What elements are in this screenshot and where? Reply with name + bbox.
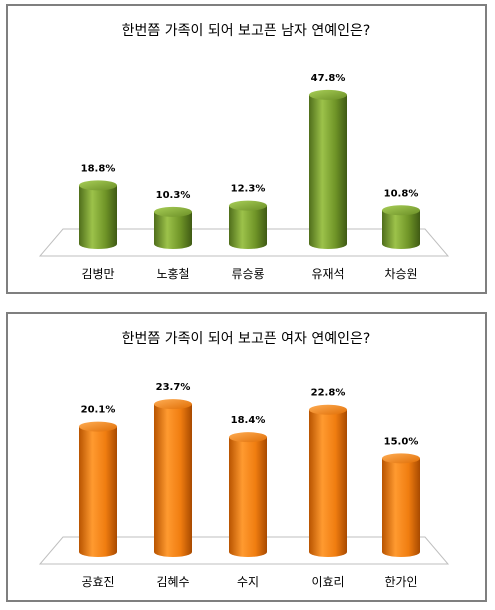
bar	[79, 180, 117, 249]
female-chart: 한번쯤 가족이 되어 보고픈 여자 연예인은? 20.1%23.7%18.4%2…	[38, 331, 450, 589]
bar	[309, 404, 347, 557]
category-label: 공효진	[81, 575, 114, 589]
bar	[229, 200, 267, 249]
bars: 18.8% 10.3% 12.3% 47.8% 10.8%	[79, 73, 420, 249]
data-label: 10.8%	[384, 188, 419, 199]
chart-floor	[38, 536, 450, 565]
data-label: 18.8%	[81, 163, 116, 174]
category-label: 수지	[237, 575, 259, 589]
female-chart-panel: 한번쯤 가족이 되어 보고픈 여자 연예인은? 20.1% 23.7% 18.4% 2…	[6, 312, 487, 602]
data-label: 10.3%	[156, 190, 191, 201]
category-label: 한가인	[384, 575, 417, 589]
chart-title: 한번쯤 가족이 되어 보고픈 여자 연예인은?	[122, 331, 371, 347]
category-label: 차승원	[384, 267, 417, 281]
category-label: 김병만	[81, 267, 114, 281]
bar	[154, 399, 192, 557]
bar	[79, 421, 117, 557]
category-label: 김혜수	[156, 575, 189, 589]
chart-floor	[38, 228, 450, 257]
data-label: 23.7%	[156, 382, 191, 393]
category-label: 노홍철	[156, 267, 189, 281]
category-label: 이효리	[311, 575, 344, 589]
category-axis: 공효진 김혜수 수지 이효리 한가인	[81, 575, 417, 589]
bars: 20.1% 23.7% 18.4% 22.8% 15.0%	[79, 382, 420, 557]
bar	[154, 206, 192, 249]
category-label: 류승룡	[231, 267, 264, 281]
chart-title: 한번쯤 가족이 되어 보고픈 남자 연예인은?	[122, 23, 371, 39]
data-label: 22.8%	[311, 388, 346, 399]
bar	[229, 432, 267, 557]
data-label: 12.3%	[231, 184, 266, 195]
data-label: 47.8%	[311, 73, 346, 84]
data-label: 20.1%	[81, 405, 116, 416]
bar	[382, 205, 420, 249]
male-chart: 한번쯤 가족이 되어 보고픈 남자 연예인은? 18.8% 10.3% 12.3% 4…	[38, 23, 450, 281]
bar	[382, 453, 420, 557]
bar	[309, 89, 347, 249]
male-chart-panel: 한번쯤 가족이 되어 보고픈 남자 연예인은? 18.8% 10.3% 12.3% 4…	[6, 4, 487, 294]
category-axis: 김병만 노홍철 류승룡 유재석 차승원	[81, 267, 417, 281]
category-label: 유재석	[311, 267, 344, 281]
data-label: 15.0%	[384, 436, 419, 447]
data-label: 18.4%	[231, 415, 266, 426]
